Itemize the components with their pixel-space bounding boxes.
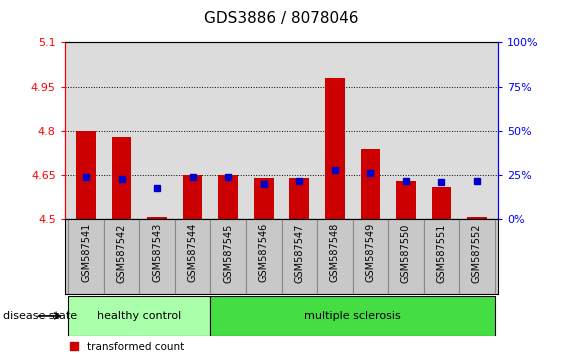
- Text: GSM587547: GSM587547: [294, 223, 304, 282]
- Bar: [325, 78, 345, 219]
- Bar: [352, 219, 388, 294]
- Text: GSM587550: GSM587550: [401, 223, 411, 282]
- Bar: [148, 217, 167, 219]
- Bar: [68, 219, 104, 294]
- Bar: [289, 178, 309, 219]
- Bar: [423, 219, 459, 294]
- Text: GDS3886 / 8078046: GDS3886 / 8078046: [204, 11, 359, 25]
- Bar: [175, 219, 211, 294]
- Text: healthy control: healthy control: [97, 311, 181, 321]
- Text: GSM587552: GSM587552: [472, 223, 482, 283]
- Bar: [140, 219, 175, 294]
- Bar: [396, 181, 415, 219]
- Text: GSM587542: GSM587542: [117, 223, 127, 282]
- Bar: [183, 175, 203, 219]
- Bar: [467, 217, 486, 219]
- Text: disease state: disease state: [3, 311, 77, 321]
- Bar: [388, 219, 423, 294]
- Bar: [211, 219, 246, 294]
- Bar: [77, 131, 96, 219]
- Bar: [112, 137, 131, 219]
- Text: GSM587544: GSM587544: [187, 223, 198, 282]
- Bar: [104, 219, 140, 294]
- Text: GSM587549: GSM587549: [365, 223, 376, 282]
- Bar: [246, 219, 282, 294]
- Bar: [218, 175, 238, 219]
- Text: GSM587546: GSM587546: [259, 223, 269, 282]
- Bar: [459, 219, 495, 294]
- Bar: [360, 149, 380, 219]
- Bar: [317, 219, 352, 294]
- Text: multiple sclerosis: multiple sclerosis: [304, 311, 401, 321]
- Text: GSM587548: GSM587548: [330, 223, 340, 282]
- Bar: [282, 219, 317, 294]
- Text: GSM587543: GSM587543: [152, 223, 162, 282]
- Text: GSM587545: GSM587545: [223, 223, 233, 282]
- Bar: [432, 187, 451, 219]
- Bar: [254, 178, 274, 219]
- Bar: [68, 296, 211, 336]
- Text: GSM587551: GSM587551: [436, 223, 446, 282]
- Text: GSM587541: GSM587541: [81, 223, 91, 282]
- Bar: [211, 296, 495, 336]
- Legend: transformed count, percentile rank within the sample: transformed count, percentile rank withi…: [70, 342, 262, 354]
